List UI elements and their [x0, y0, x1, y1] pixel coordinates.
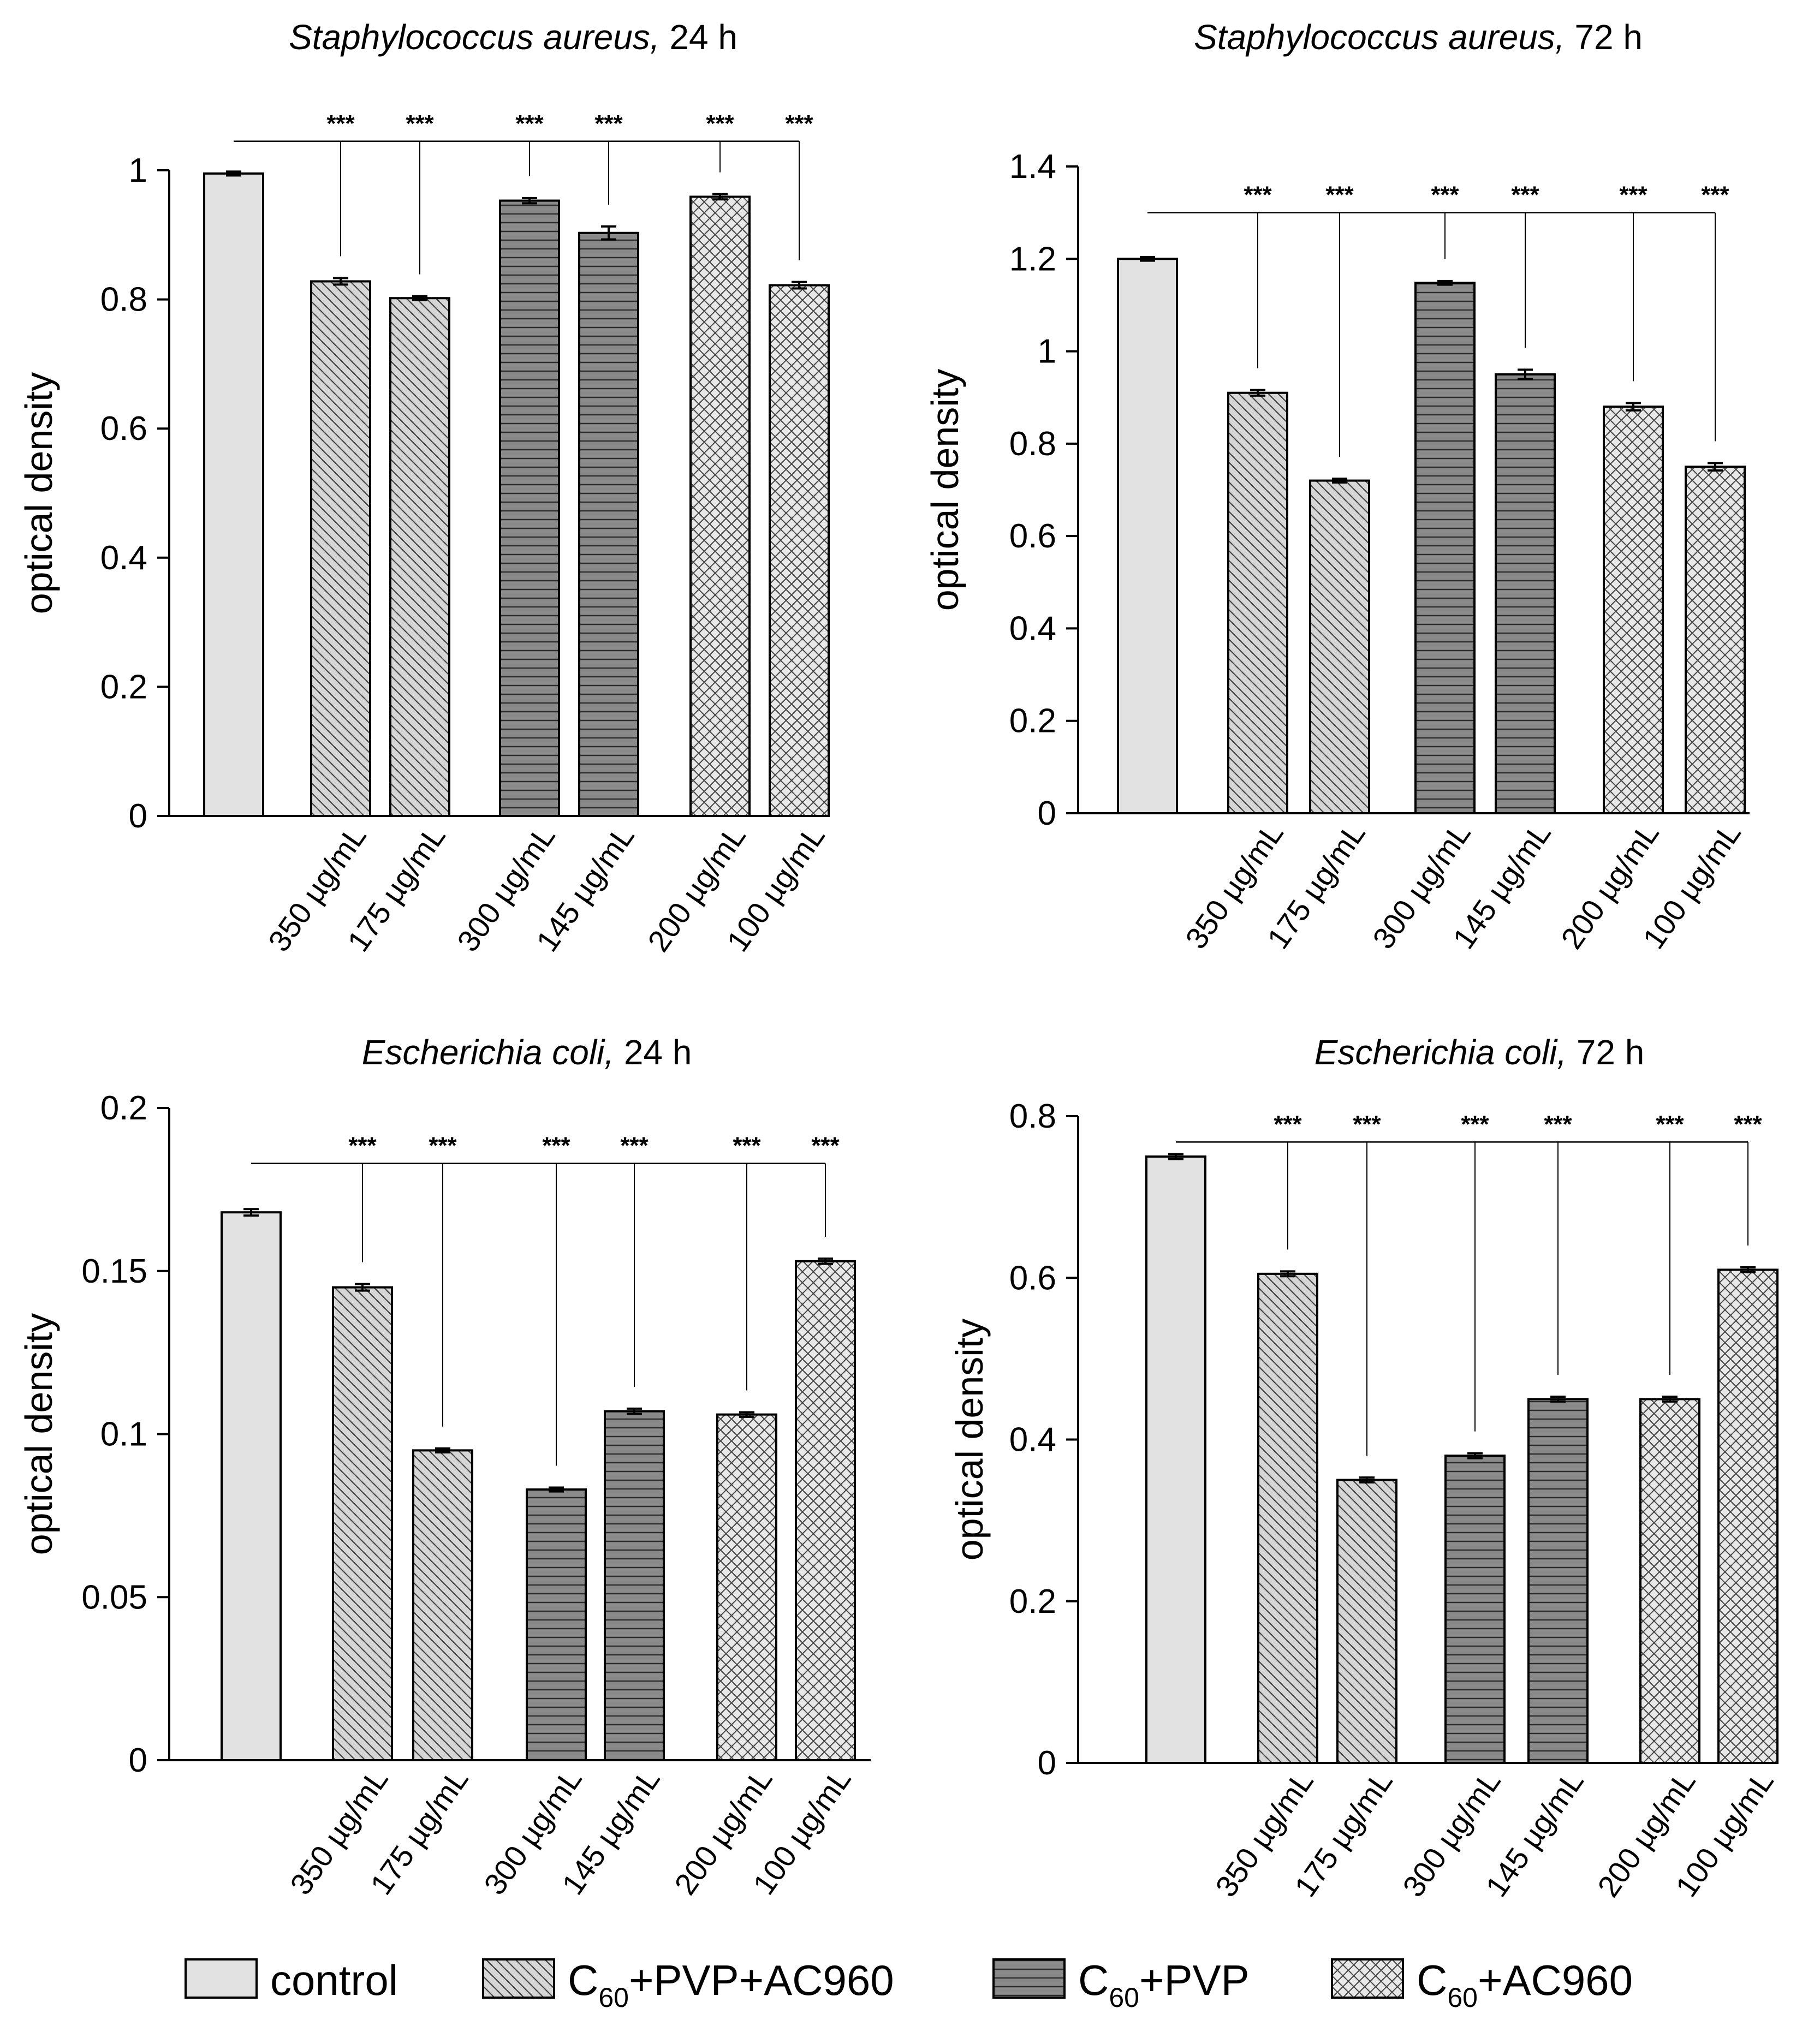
- legend-label: C60+AC960: [1417, 1956, 1633, 2013]
- significance-stars: ***: [542, 1133, 570, 1159]
- bar: [1603, 406, 1664, 814]
- significance-stars: ***: [1431, 182, 1459, 208]
- y-tick-label: 0.2: [1009, 1583, 1056, 1620]
- significance-stars: ***: [515, 110, 544, 137]
- bar: [578, 231, 639, 818]
- significance-stars: ***: [1656, 1111, 1684, 1137]
- bar: [1639, 1398, 1700, 1764]
- bar: [1685, 466, 1746, 814]
- chart-title: Escherichia coli, 24 h: [362, 1033, 692, 1072]
- y-tick-label: 0.4: [100, 539, 147, 577]
- bar: [203, 172, 264, 817]
- significance-stars: ***: [620, 1133, 649, 1159]
- significance-stars: ***: [1544, 1111, 1572, 1137]
- significance-stars: ***: [706, 110, 734, 137]
- bar: [332, 1286, 393, 1761]
- bar: [1336, 1479, 1397, 1764]
- significance-stars: ***: [326, 110, 355, 137]
- chart-title: Staphylococcus aureus, 72 h: [1194, 17, 1643, 57]
- chart-title: Staphylococcus aureus, 24 h: [289, 17, 737, 57]
- bar: [221, 1211, 282, 1761]
- y-tick-label: 0.2: [100, 1089, 147, 1127]
- y-axis-label: optical density: [948, 1319, 991, 1561]
- y-tick-label: 0.8: [100, 281, 147, 319]
- significance-stars: ***: [1701, 182, 1729, 208]
- y-tick-label: 1.4: [1009, 148, 1056, 186]
- y-tick-label: 0.8: [1009, 1098, 1056, 1135]
- significance-stars: ***: [594, 110, 623, 137]
- y-axis-label: optical density: [924, 369, 966, 611]
- chart-ec-24h: Escherichia coli, 24 h optical density 0 0.…: [17, 1033, 871, 1901]
- legend-swatch-horiz: [992, 1958, 1066, 1999]
- bar: [769, 284, 830, 817]
- significance-stars: ***: [1619, 182, 1647, 208]
- significance-stars: ***: [406, 110, 434, 137]
- bar: [1257, 1272, 1318, 1764]
- y-tick-label: 0.6: [1009, 517, 1056, 555]
- chart-sa-72h: Staphylococcus aureus, 72 h optical densi…: [924, 17, 1750, 955]
- legend-swatch-control: [185, 1958, 258, 1999]
- significance-stars: ***: [1461, 1111, 1489, 1137]
- bar: [689, 195, 751, 817]
- bar: [1527, 1398, 1589, 1764]
- chart-sa-24h: Staphylococcus aureus, 24 h optical densi…: [17, 17, 831, 958]
- significance-stars: ***: [1734, 1111, 1762, 1137]
- y-tick-label: 1: [129, 152, 147, 189]
- y-tick-label: 0.6: [100, 410, 147, 448]
- bar: [1117, 258, 1178, 814]
- bar: [389, 297, 450, 817]
- y-tick-label: 0: [1038, 1744, 1056, 1782]
- y-tick-label: 1: [1038, 333, 1056, 371]
- bar: [310, 280, 371, 817]
- significance-stars: ***: [785, 110, 813, 137]
- significance-stars: ***: [811, 1133, 840, 1159]
- significance-stars: ***: [1511, 182, 1539, 208]
- y-tick-label: 0: [129, 797, 147, 835]
- significance-stars: ***: [348, 1133, 377, 1159]
- y-tick-label: 0.4: [1009, 610, 1056, 647]
- chart-title: Escherichia coli, 72 h: [1315, 1033, 1645, 1072]
- y-tick-label: 0.15: [81, 1253, 147, 1290]
- y-tick-label: 0.6: [1009, 1259, 1056, 1297]
- significance-stars: ***: [1325, 182, 1354, 208]
- chart-ec-72h: Escherichia coli, 72 h optical density 0 0.…: [948, 1033, 1780, 1903]
- bar: [1145, 1155, 1206, 1764]
- legend: control C60+PVP+AC960 C60+PVP C60+AC960: [185, 1956, 1633, 2013]
- legend-swatch-cross: [1331, 1958, 1404, 1999]
- significance-stars: ***: [1244, 182, 1272, 208]
- y-tick-label: 0: [129, 1742, 147, 1779]
- legend-label: C60+PVP+AC960: [568, 1956, 894, 2013]
- bar: [526, 1488, 587, 1761]
- bar: [604, 1410, 665, 1762]
- bar: [795, 1260, 856, 1761]
- y-tick-label: 0.05: [81, 1578, 147, 1616]
- y-tick-label: 0.8: [1009, 425, 1056, 463]
- bar: [1444, 1455, 1506, 1764]
- y-axis-label: optical density: [17, 1313, 60, 1556]
- bar: [1717, 1268, 1779, 1764]
- bar: [412, 1449, 473, 1761]
- y-axis-label: optical density: [17, 372, 60, 615]
- bar: [1414, 282, 1476, 814]
- bar: [716, 1413, 777, 1761]
- y-tick-label: 0.4: [1009, 1421, 1056, 1459]
- significance-stars: ***: [1353, 1111, 1381, 1137]
- significance-stars: ***: [733, 1133, 761, 1159]
- y-tick-label: 0.2: [1009, 702, 1056, 740]
- y-tick-label: 0: [1038, 795, 1056, 832]
- bar: [1309, 479, 1370, 814]
- y-tick-label: 0.1: [100, 1416, 147, 1453]
- legend-label: C60+PVP: [1078, 1956, 1250, 2013]
- bar: [1495, 373, 1556, 814]
- legend-label: control: [270, 1956, 398, 2004]
- bar: [1227, 391, 1288, 814]
- y-tick-label: 1.2: [1009, 240, 1056, 278]
- legend-swatch-diag: [482, 1958, 555, 1999]
- bar: [499, 199, 560, 818]
- significance-stars: ***: [429, 1133, 457, 1159]
- significance-stars: ***: [1274, 1111, 1302, 1137]
- y-tick-label: 0.2: [100, 668, 147, 706]
